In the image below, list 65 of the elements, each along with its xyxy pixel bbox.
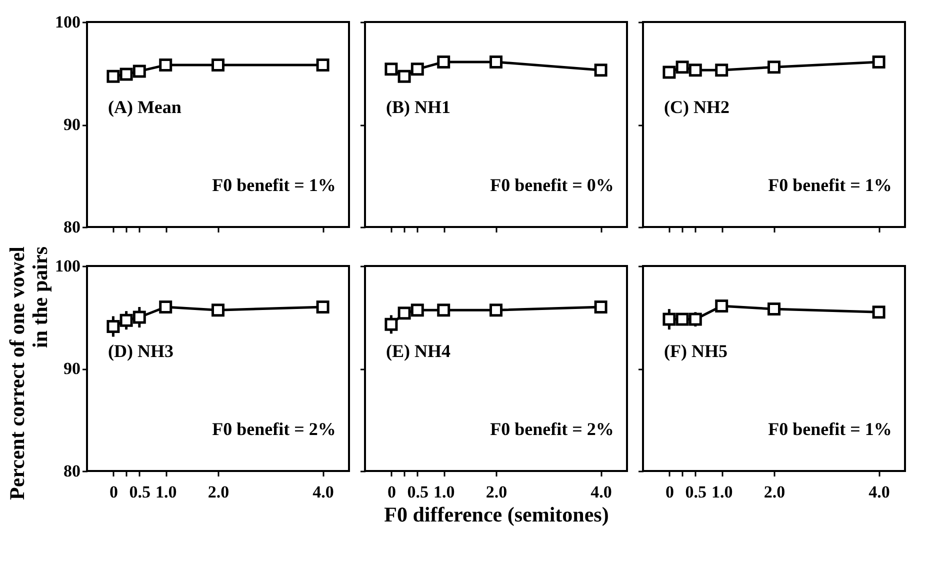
y-tick-label: 100	[55, 12, 80, 32]
y-tick-label: 90	[64, 115, 80, 134]
point	[384, 318, 398, 331]
annotation: F0 benefit = 2%	[490, 419, 614, 439]
point	[594, 300, 608, 314]
point	[398, 306, 411, 320]
x-tick-label: 4.0	[312, 482, 334, 502]
x-tick-label: 1.0	[711, 482, 733, 502]
point	[662, 312, 676, 326]
annotation: (B) NH1	[386, 97, 450, 118]
point	[676, 60, 689, 74]
x-tick-label: 2.0	[486, 482, 508, 502]
point	[316, 300, 330, 314]
point	[715, 299, 728, 312]
x-tick-label: 2.0	[764, 482, 786, 502]
y-axis-title: Percent correct of one vowel in the pairs	[5, 246, 52, 500]
x-axis-title: F0 difference (semitones)	[384, 502, 609, 526]
annotation: F0 benefit = 1%	[212, 175, 336, 195]
point	[715, 64, 728, 77]
x-tick-label: 2.0	[208, 482, 230, 502]
annotation: (A) Mean	[108, 97, 182, 118]
point	[872, 55, 886, 68]
x-tick-label: 4.0	[590, 482, 612, 502]
point	[437, 55, 450, 68]
annotation: (C) NH2	[664, 97, 730, 118]
annotation: F0 benefit = 2%	[212, 419, 336, 439]
annotation: F0 benefit = 0%	[490, 175, 614, 195]
point	[676, 312, 689, 326]
point	[120, 314, 133, 327]
annotation: F0 benefit = 1%	[768, 419, 892, 439]
point	[398, 70, 411, 83]
x-tick-label: 0	[665, 482, 674, 502]
point	[490, 304, 502, 317]
x-tick-label: 0.5	[407, 482, 429, 502]
x-tick-label: 0	[109, 482, 118, 502]
point	[159, 300, 172, 314]
point	[490, 55, 502, 68]
annotation: (F) NH5	[664, 341, 728, 362]
point	[410, 62, 424, 76]
x-tick-label: 1.0	[433, 482, 455, 502]
point	[384, 62, 398, 76]
y-tick-label: 80	[64, 218, 80, 236]
annotation: (E) NH4	[386, 341, 450, 362]
point	[688, 64, 702, 77]
point	[768, 60, 780, 74]
x-tick-label: 1.0	[155, 482, 177, 502]
point	[594, 64, 608, 77]
point	[106, 320, 120, 333]
x-tick-label: 0.5	[685, 482, 707, 502]
point	[662, 66, 676, 79]
annotation: F0 benefit = 1%	[768, 175, 892, 195]
y-tick-label: 90	[64, 359, 80, 378]
point	[132, 310, 146, 324]
x-tick-label: 0	[387, 482, 396, 502]
y-tick-label: 100	[55, 256, 80, 276]
point	[872, 306, 886, 319]
point	[768, 302, 780, 316]
point	[437, 304, 450, 317]
point	[410, 304, 424, 317]
point	[688, 312, 702, 326]
point	[212, 304, 224, 317]
x-tick-label: 0.5	[129, 482, 151, 502]
annotation: (D) NH3	[108, 341, 174, 362]
y-tick-label: 80	[64, 462, 80, 480]
x-tick-label: 4.0	[868, 482, 890, 502]
